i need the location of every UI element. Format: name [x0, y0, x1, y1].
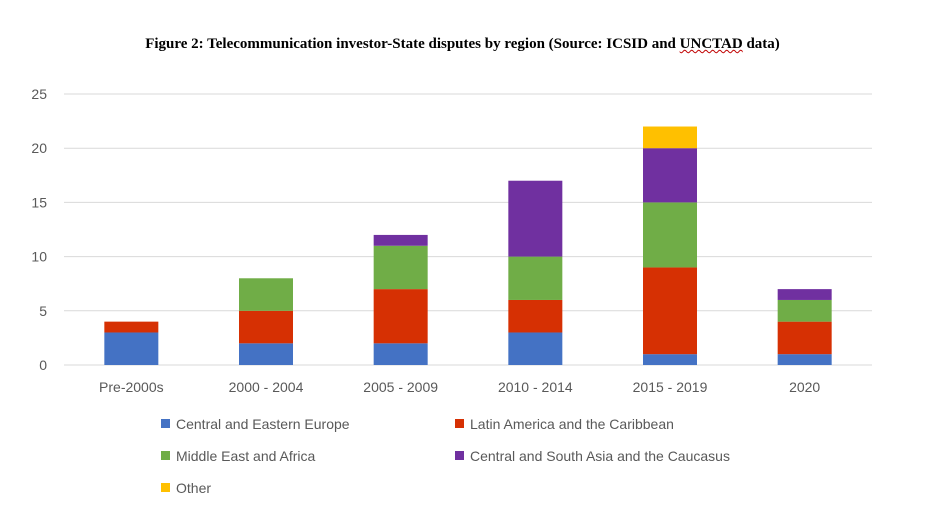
y-tick-label: 20 — [31, 140, 47, 156]
legend-swatch — [161, 419, 170, 428]
bars — [104, 126, 832, 365]
x-axis: Pre-2000s 2000 - 2004 2005 - 2009 2010 - 20… — [99, 379, 820, 395]
chart-title-end: data) — [742, 36, 780, 52]
legend-swatch — [455, 419, 464, 428]
bar-segment — [643, 354, 697, 365]
legend-swatch — [161, 451, 170, 460]
legend-label: Other — [176, 480, 211, 496]
legend-label: Central and Eastern Europe — [176, 416, 350, 432]
bar-segment — [643, 126, 697, 149]
bar-segment — [508, 332, 563, 365]
bar-segment — [777, 299, 832, 322]
bar-segment — [104, 321, 159, 333]
bar-segment — [239, 310, 293, 344]
x-tick-label: 2000 - 2004 — [229, 379, 304, 395]
y-tick-label: 10 — [31, 249, 47, 265]
y-tick-label: 15 — [31, 194, 47, 210]
legend-swatch — [455, 451, 464, 460]
bar-segment — [373, 343, 428, 365]
x-tick-label: Pre-2000s — [99, 379, 164, 395]
bar-segment — [777, 289, 832, 300]
bar-segment — [643, 148, 697, 203]
bar-segment — [508, 256, 563, 300]
bar-segment — [508, 180, 563, 257]
legend-label: Latin America and the Caribbean — [470, 416, 674, 432]
x-tick-label: 2005 - 2009 — [363, 379, 438, 395]
legend: Central and Eastern Europe Latin America … — [161, 416, 730, 496]
legend-label: Middle East and Africa — [176, 448, 316, 464]
x-tick-label: 2015 - 2019 — [633, 379, 708, 395]
bar-segment — [373, 245, 428, 290]
chart-title: Figure 2: Telecommunication investor-Sta… — [0, 36, 925, 53]
bar-segment — [104, 332, 159, 365]
y-axis: 0 5 10 15 20 25 — [31, 86, 47, 373]
bar-segment — [508, 299, 563, 333]
chart-title-underlined: UNCTAD — [679, 36, 743, 52]
bar-segment — [373, 289, 428, 344]
chart-title-main: Figure 2: Telecommunication investor-Sta… — [145, 36, 680, 52]
legend-swatch — [161, 483, 170, 492]
bar-segment — [373, 234, 428, 246]
bar-segment — [239, 278, 293, 311]
legend-label: Central and South Asia and the Caucasus — [470, 448, 730, 464]
y-tick-label: 5 — [39, 303, 47, 319]
bar-segment — [777, 321, 832, 355]
bar-segment — [643, 267, 697, 355]
grid-lines — [64, 93, 872, 366]
bar-segment — [777, 354, 832, 365]
bar-segment — [643, 202, 697, 268]
x-tick-label: 2010 - 2014 — [498, 379, 573, 395]
x-tick-label: 2020 — [789, 379, 820, 395]
y-tick-label: 25 — [31, 86, 47, 102]
y-tick-label: 0 — [39, 357, 47, 373]
bar-segment — [239, 343, 293, 365]
